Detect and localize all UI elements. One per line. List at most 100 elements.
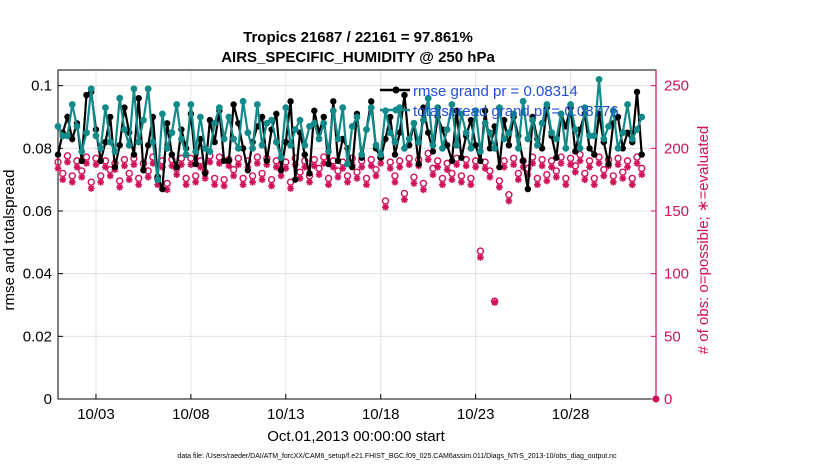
rmse-point: [173, 163, 180, 171]
totalspread-point: [192, 148, 200, 155]
obs-evaluated-point: [410, 180, 418, 187]
obs-evaluated-point: [510, 161, 518, 169]
totalspread-point: [121, 126, 128, 133]
obs-possible-point: [320, 153, 328, 161]
obs-evaluated-point: [405, 161, 413, 169]
obs-possible-point: [514, 169, 523, 178]
rmse-point: [320, 113, 327, 121]
totalspread-point: [140, 116, 147, 124]
obs-evaluated-point: [586, 163, 593, 171]
totalspread-point: [144, 85, 152, 93]
rmse-point: [225, 157, 233, 165]
obs-evaluated-point: [595, 159, 603, 167]
totalspread-point: [486, 129, 494, 137]
legend-rmse-label: rmse grand pr = 0.08314: [413, 83, 578, 100]
obs-evaluated-point: [125, 176, 133, 184]
totalspread-point: [111, 148, 119, 155]
obs-evaluated-point: [201, 175, 209, 182]
totalspread-point: [638, 113, 646, 121]
totalspread-point: [624, 101, 631, 108]
obs-evaluated-point: [102, 163, 109, 171]
rmse-point: [258, 113, 266, 121]
obs-possible-point: [253, 153, 262, 161]
y-left-tick-label: 0.04: [23, 266, 52, 283]
obs-possible-point: [433, 157, 442, 165]
totalspread-point: [130, 85, 138, 93]
x-tick-label: 10/13: [267, 406, 305, 423]
obs-evaluated-point: [268, 182, 275, 190]
totalspread-point: [87, 85, 95, 93]
obs-evaluated-point: [106, 172, 114, 180]
rmse-point: [211, 138, 218, 146]
totalspread-point: [329, 107, 337, 115]
rmse-point: [619, 145, 626, 152]
totalspread-point: [106, 138, 114, 146]
totalspread-point: [600, 135, 608, 143]
obs-possible-point: [419, 179, 428, 188]
rmse-point: [111, 163, 119, 171]
rmse-point: [458, 154, 465, 161]
obs-evaluated-point: [363, 181, 370, 189]
y-axis-right-label: # of obs: o=possible; ∗=evaluated: [695, 126, 712, 355]
totalspread-point: [159, 110, 166, 118]
rmse-point: [244, 167, 252, 174]
chart-title-line2: AIRS_SPECIFIC_HUMIDITY @ 250 hPa: [221, 49, 495, 66]
rmse-point: [638, 151, 645, 158]
obs-possible-point: [248, 172, 257, 180]
obs-evaluated-point: [486, 173, 494, 181]
x-tick-label: 10/08: [172, 406, 210, 423]
obs-possible-point: [396, 157, 404, 165]
totalspread-point: [415, 138, 423, 146]
rmse-point: [220, 157, 228, 165]
obs-possible-point: [538, 155, 546, 164]
totalspread-point: [590, 132, 598, 140]
totalspread-point: [524, 135, 532, 143]
obs-evaluated-point: [215, 159, 223, 167]
rmse-point: [102, 138, 109, 146]
obs-evaluated-point: [277, 172, 285, 180]
totalspread-point: [301, 141, 309, 149]
obs-possible-point: [97, 172, 105, 180]
obs-evaluated-point: [495, 183, 503, 191]
y-left-tick-label: 0.02: [23, 328, 52, 345]
totalspread-point: [268, 116, 275, 124]
rmse-point: [334, 157, 342, 165]
obs-evaluated-point: [386, 164, 394, 172]
totalspread-point: [348, 123, 356, 130]
obs-evaluated-point: [73, 163, 81, 171]
totalspread-point: [287, 141, 294, 149]
y-right-tick-label: 0: [664, 391, 672, 408]
obs-evaluated-point: [339, 164, 347, 172]
obs-evaluated-point: [83, 159, 90, 167]
rmse-point: [282, 138, 290, 146]
obs-possible-point: [533, 174, 542, 183]
obs-evaluated-point: [382, 203, 389, 211]
obs-evaluated-point: [287, 185, 294, 192]
rmse-point: [116, 142, 123, 149]
rmse-point: [263, 157, 271, 165]
totalspread-point: [405, 135, 413, 143]
obs-possible-point: [324, 174, 333, 183]
obs-evaluated-point: [329, 163, 337, 171]
obs-evaluated-point: [272, 163, 280, 171]
totalspread-point: [529, 116, 537, 124]
obs-possible-point: [234, 154, 243, 163]
rmse-point: [429, 148, 437, 155]
obs-evaluated-point: [182, 181, 190, 189]
totalspread-point: [239, 97, 247, 105]
rmse-point: [586, 145, 593, 152]
obs-evaluated-point: [571, 168, 579, 176]
totalspread-point: [282, 104, 290, 111]
totalspread-point: [367, 104, 375, 111]
totalspread-point: [54, 123, 62, 130]
obs-evaluated-point: [353, 175, 361, 182]
totalspread-point: [377, 151, 385, 159]
y-left-tick-label: 0.08: [23, 140, 52, 157]
obs-possible-point: [457, 172, 466, 180]
totalspread-point: [225, 113, 233, 121]
obs-possible-point: [59, 169, 67, 178]
legend-rmse-marker: [392, 86, 400, 94]
rmse-point: [83, 91, 90, 99]
obs-evaluated-point: [187, 161, 195, 169]
